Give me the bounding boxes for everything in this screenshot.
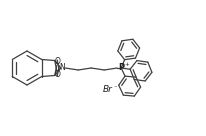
Text: N: N [59,64,65,72]
Text: O: O [55,70,61,79]
Text: Br: Br [103,86,113,95]
Text: ⁻: ⁻ [113,85,117,91]
Text: +: + [124,63,129,67]
Text: O: O [55,57,61,66]
Text: P: P [118,64,124,72]
